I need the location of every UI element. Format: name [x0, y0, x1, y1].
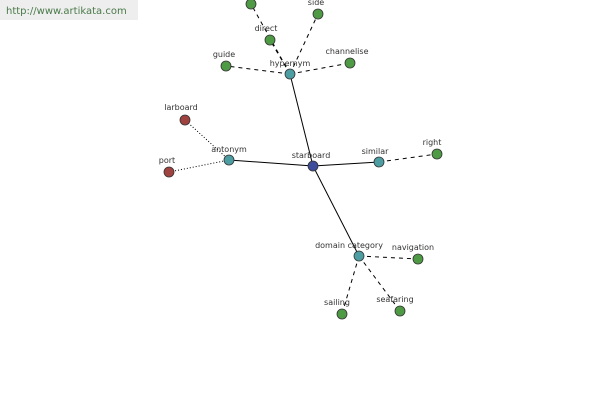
node-label: channelise [326, 47, 369, 56]
watermark: http://www.artikata.com [6, 6, 127, 17]
node [394, 305, 406, 317]
node [307, 160, 319, 172]
edge [225, 65, 291, 75]
node-label: guide [213, 50, 235, 59]
node-label: hypernym [270, 59, 311, 68]
node [431, 148, 443, 160]
node [245, 0, 257, 10]
node [163, 166, 175, 178]
node-label: right [423, 138, 442, 147]
node-label: sailing [324, 298, 350, 307]
node [353, 250, 365, 262]
labels: starboard hypernym antonym similar domai… [159, 0, 442, 307]
edge [289, 73, 314, 167]
edge [358, 255, 401, 312]
node-label: antonym [211, 145, 247, 154]
edge [358, 255, 419, 260]
edges [168, 3, 438, 315]
edge [378, 153, 438, 163]
edge [341, 255, 360, 315]
node-label: domain category [315, 241, 383, 250]
node [223, 154, 235, 166]
node [412, 253, 424, 265]
node-label: starboard [292, 151, 331, 160]
node-label: similar [362, 147, 390, 156]
edge [289, 62, 351, 75]
node-label: larboard [164, 103, 198, 112]
node [220, 60, 232, 72]
edge [312, 161, 380, 167]
node [344, 57, 356, 69]
edge [228, 159, 314, 167]
node-label: side [308, 0, 324, 7]
node [336, 308, 348, 320]
node-label: seafaring [376, 295, 413, 304]
node [284, 68, 296, 80]
node-label: navigation [392, 243, 434, 252]
edge [289, 13, 319, 75]
node [312, 8, 324, 20]
node [373, 156, 385, 168]
node-label: port [159, 156, 175, 165]
edge [184, 119, 230, 161]
node-label: direct [255, 24, 278, 33]
node [264, 34, 276, 46]
node [179, 114, 191, 126]
nodes [163, 0, 443, 320]
watermark-box [0, 0, 138, 20]
edge [168, 159, 230, 173]
edge [312, 165, 360, 257]
